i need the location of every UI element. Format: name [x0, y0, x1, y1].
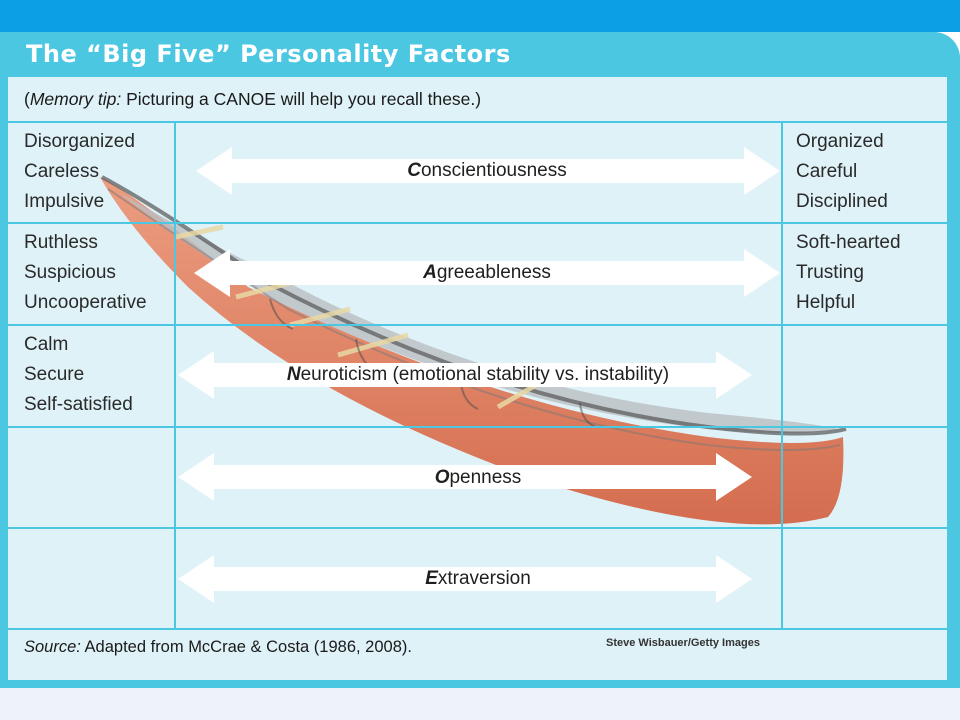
factor-neuroticism: Neuroticism (emotional stability vs. ins…	[287, 364, 669, 386]
memory-tip-paren: (	[24, 89, 30, 109]
grid-rule	[174, 121, 176, 629]
grid-rule	[8, 426, 947, 428]
trait-word: Suspicious	[24, 262, 116, 283]
low-trait-words: Disorganized Careless Impulsive	[24, 127, 135, 217]
trait-word: Uncooperative	[24, 292, 147, 313]
trait-word: Disorganized	[24, 131, 135, 152]
grid-rule	[8, 628, 947, 630]
factor-name: penness	[449, 467, 522, 488]
source-label: Source:	[24, 638, 81, 656]
trait-word: Soft-hearted	[796, 232, 901, 253]
trait-word: Organized	[796, 131, 884, 152]
trait-word: Secure	[24, 364, 85, 385]
trait-word: Calm	[24, 334, 69, 355]
factor-initial: A	[423, 262, 437, 283]
low-trait-words: Ruthless Suspicious Uncooperative	[24, 228, 147, 318]
trait-word: Careless	[24, 161, 99, 182]
trait-word: Careful	[796, 161, 858, 182]
trait-word: Disciplined	[796, 191, 888, 212]
memory-tip-text: Picturing a CANOE will help you recall t…	[121, 89, 482, 109]
trait-word: Helpful	[796, 292, 856, 313]
factor-initial: O	[434, 467, 450, 488]
factor-name: onscientiousness	[420, 160, 567, 181]
grid-rule	[8, 222, 947, 224]
double-arrow-icon	[196, 147, 780, 195]
top-bar	[0, 0, 960, 32]
slide-footer-band	[0, 688, 960, 720]
double-arrow-icon	[178, 351, 752, 399]
source-note: Source: Adapted from McCrae & Costa (198…	[24, 638, 412, 657]
grid-rule	[781, 121, 783, 629]
factor-conscientiousness: Conscientiousness	[407, 160, 567, 182]
trait-word: Ruthless	[24, 232, 98, 253]
factor-extraversion: Extraversion	[425, 568, 531, 590]
factor-name: euroticism (emotional stability vs. inst…	[300, 364, 670, 385]
low-trait-words: Calm Secure Self-satisfied	[24, 330, 133, 420]
trait-word: Trusting	[796, 262, 864, 283]
factor-openness: Openness	[435, 467, 522, 489]
high-trait-words: Soft-hearted Trusting Helpful	[796, 228, 901, 318]
figure-title: The “Big Five” Personality Factors	[26, 40, 511, 68]
double-arrow-icon	[178, 555, 752, 603]
factor-agreeableness: Agreeableness	[423, 262, 551, 284]
factor-name: xtraversion	[437, 568, 531, 589]
trait-word: Self-satisfied	[24, 394, 133, 415]
trait-word: Impulsive	[24, 191, 105, 212]
memory-tip: (Memory tip: Picturing a CANOE will help…	[24, 89, 481, 110]
factor-name: greeableness	[436, 262, 551, 283]
factor-table: (Memory tip: Picturing a CANOE will help…	[8, 77, 947, 680]
double-arrow-icon	[178, 453, 752, 501]
factor-initial: E	[425, 568, 438, 589]
double-arrow-icon	[194, 249, 780, 297]
source-text: Adapted from McCrae & Costa (1986, 2008)…	[80, 638, 412, 656]
grid-rule	[8, 324, 947, 326]
grid-rule	[8, 527, 947, 529]
memory-tip-label: Memory tip:	[29, 89, 122, 109]
factor-initial: C	[407, 160, 421, 181]
grid-rule	[8, 121, 947, 123]
factor-initial: N	[286, 364, 301, 385]
high-trait-words: Organized Careful Disciplined	[796, 127, 888, 217]
photo-credit: Steve Wisbauer/Getty Images	[606, 637, 760, 649]
